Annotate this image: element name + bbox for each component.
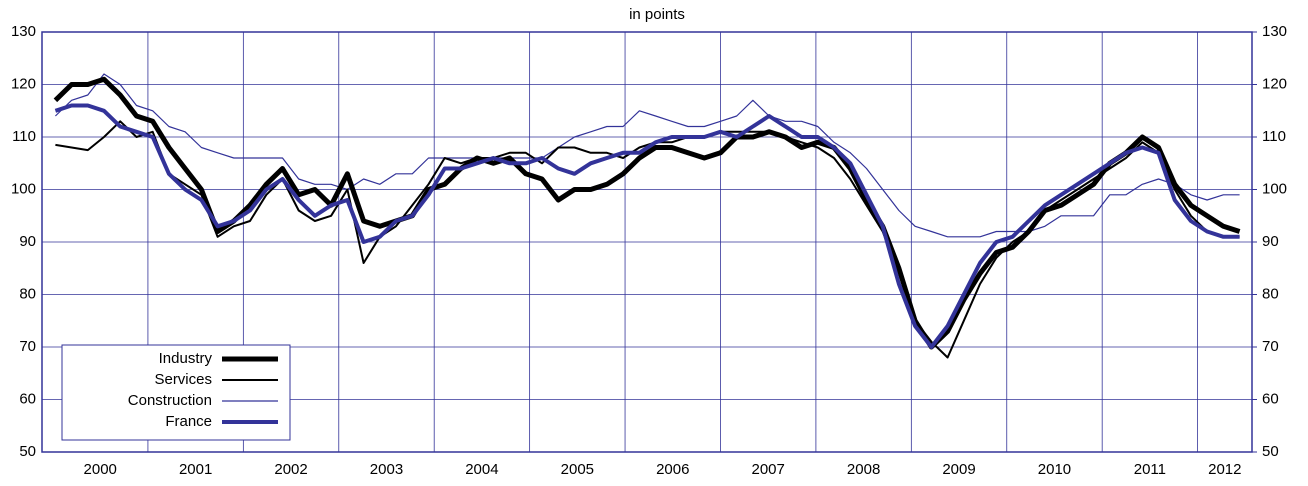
- y2-tick-label: 120: [1262, 75, 1287, 92]
- plot-frame: [41, 31, 1253, 453]
- legend-label: Services: [154, 371, 212, 388]
- legend: Industry Services Construction France: [61, 344, 291, 441]
- y2-tick-label: 60: [1262, 390, 1279, 407]
- y2-tick-label: 90: [1262, 233, 1279, 250]
- y-tick-label: 60: [19, 390, 36, 407]
- x-tick-label: 2003: [370, 461, 403, 478]
- y2-tick-label: 110: [1262, 128, 1286, 145]
- y2-tick-label: 70: [1262, 338, 1279, 355]
- y-tick-label: 100: [11, 180, 36, 197]
- x-tick-label: 2000: [84, 461, 117, 478]
- x-tick-label: 2006: [656, 461, 689, 478]
- x-tick-label: 2012: [1208, 461, 1241, 478]
- y2-tick-label: 80: [1262, 285, 1279, 302]
- x-tick-label: 2004: [465, 461, 498, 478]
- x-tick-label: 2001: [179, 461, 212, 478]
- series-line: [54, 103, 1240, 349]
- y-tick-label: 130: [11, 23, 36, 40]
- y2-tick-label: 130: [1262, 23, 1287, 40]
- y-tick-label: 80: [19, 285, 36, 302]
- y-tick-label: 90: [19, 233, 36, 250]
- legend-label: Industry: [159, 350, 213, 367]
- y-tick-label: 70: [19, 338, 36, 355]
- y-tick-label: 120: [11, 75, 36, 92]
- x-tick-label: 2005: [561, 461, 594, 478]
- x-tick-label: 2009: [942, 461, 975, 478]
- x-tick-label: 2007: [752, 461, 785, 478]
- series-line: [55, 120, 1240, 359]
- series-line: [54, 73, 1240, 238]
- x-tick-label: 2002: [274, 461, 307, 478]
- y2-tick-label: 50: [1262, 443, 1279, 460]
- chart-title: in points: [629, 6, 685, 23]
- y-tick-label: 110: [12, 128, 36, 145]
- x-tick-label: 2008: [847, 461, 880, 478]
- legend-label: France: [165, 413, 212, 430]
- y-tick-label: 50: [19, 443, 36, 460]
- x-tick-label: 2011: [1134, 461, 1166, 478]
- legend-label: Construction: [128, 392, 212, 409]
- series-line: [53, 76, 1241, 350]
- x-tick-label: 2010: [1038, 461, 1071, 478]
- y2-tick-label: 100: [1262, 180, 1287, 197]
